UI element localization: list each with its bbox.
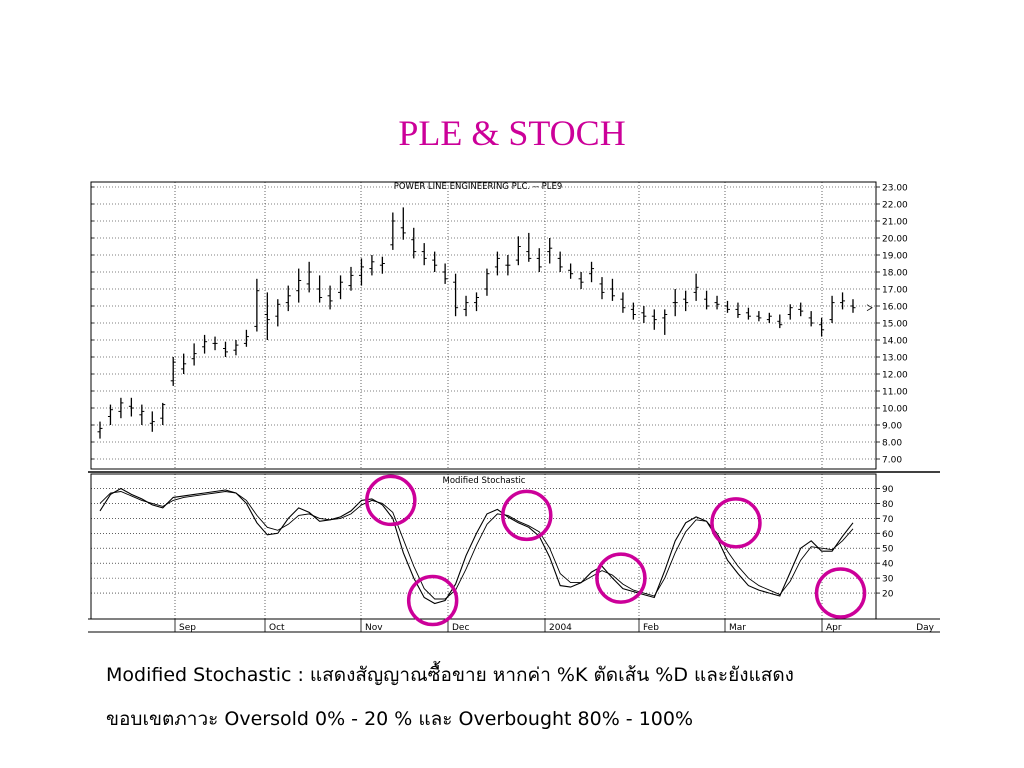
x-tick-label: Sep: [179, 623, 196, 633]
price-tick-label: 19.00: [882, 252, 908, 262]
stoch-tick-label: 60: [882, 530, 894, 540]
price-tick-label: 20.00: [882, 235, 908, 245]
price-tick-label: 16.00: [882, 303, 908, 313]
x-tick-label: Apr: [826, 623, 842, 633]
d-line: [99, 491, 854, 600]
stoch-tick-label: 80: [882, 500, 894, 510]
x-tick-label: Oct: [269, 623, 285, 633]
caption-line-2: ขอบเขตภาวะ Oversold 0% - 20 % และ Overbo…: [106, 708, 694, 730]
price-tick-label: 18.00: [882, 269, 908, 279]
price-tick-label: 14.00: [882, 337, 908, 347]
price-tick-label: 17.00: [882, 286, 908, 296]
stoch-tick-label: 20: [882, 590, 894, 600]
price-tick-label: 12.00: [882, 371, 908, 381]
price-tick-label: 13.00: [882, 354, 908, 364]
price-tick-label: 21.00: [882, 218, 908, 228]
price-tick-label: 8.00: [882, 439, 902, 449]
price-tick-label: 7.00: [882, 456, 902, 466]
price-tick-label: 15.00: [882, 320, 908, 330]
price-tick-label: 9.00: [882, 422, 902, 432]
x-unit-label: Day: [916, 623, 934, 633]
stoch-tick-label: 90: [882, 485, 894, 495]
k-line: [99, 487, 854, 605]
price-tick-label: 23.00: [882, 184, 908, 194]
caption-line-1: Modified Stochastic : แสดงสัญญาณซื้อขาย …: [106, 664, 794, 686]
stoch-tick-label: 30: [882, 575, 894, 585]
price-chart-title: POWER LINE ENGINEERING PLC. -- PLE9: [394, 182, 563, 192]
stochastic-panel-frame: [90, 473, 877, 620]
price-tick-label: 10.00: [882, 405, 908, 415]
chart-panel: Sep Oct Nov Dec 2004 Feb Mar Apr Day 23.00 22.00 21…: [88, 178, 940, 633]
crossover-highlight-circle: [595, 552, 647, 604]
price-panel-frame: [90, 181, 877, 470]
stock-chart: Sep Oct Nov Dec 2004 Feb Mar Apr Day 23.00 22.00 21…: [88, 181, 940, 633]
x-tick-label: Mar: [729, 623, 746, 633]
stoch-tick-label: 50: [882, 545, 894, 555]
stoch-tick-label: 40: [882, 560, 894, 570]
price-tick-label: 11.00: [882, 388, 908, 398]
x-tick-label: Nov: [365, 623, 383, 633]
crossover-highlight-circle: [814, 567, 867, 619]
crossover-highlight-circle: [710, 497, 762, 549]
stoch-chart-title: Modified Stochastic: [443, 476, 526, 486]
crossover-highlight-circle: [365, 474, 417, 527]
crossover-highlight-circle: [501, 489, 553, 542]
x-tick-label: Feb: [643, 623, 659, 633]
stoch-tick-label: 70: [882, 515, 894, 525]
crossover-highlight-circle: [406, 574, 459, 627]
last-price-marker: [866, 304, 873, 312]
x-tick-label: 2004: [549, 623, 572, 633]
x-tick-label: Dec: [452, 623, 469, 633]
slide-title: PLE & STOCH: [398, 113, 626, 153]
price-tick-label: 22.00: [882, 201, 908, 211]
